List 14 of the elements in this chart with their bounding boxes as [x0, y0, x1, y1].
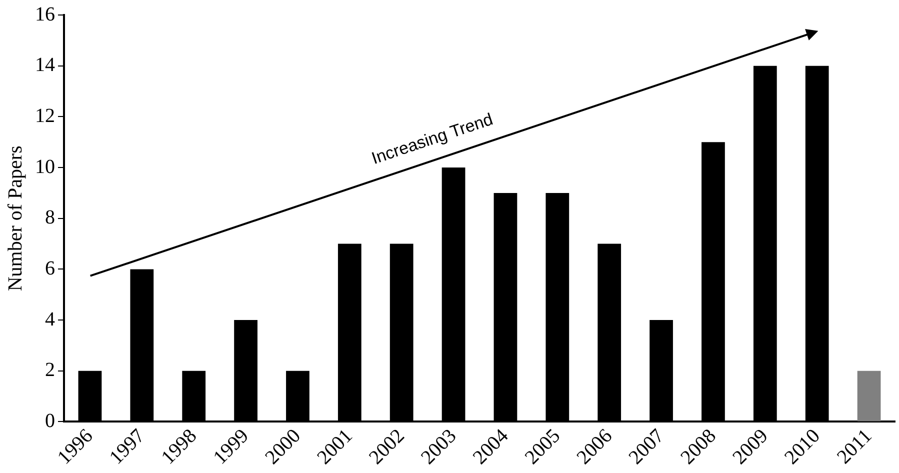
y-tick-label: 2 [45, 359, 55, 382]
y-tick-label: 16 [35, 3, 55, 26]
x-tick-label: 1999 [209, 424, 254, 469]
y-tick-label: 12 [35, 104, 55, 127]
y-tick-label: 10 [35, 156, 55, 178]
y-tick-label: 0 [45, 410, 55, 432]
y-tick-label: 8 [45, 206, 55, 229]
bar [857, 370, 881, 422]
y-tick-label: 6 [45, 257, 55, 280]
y-tick-label: 4 [45, 308, 55, 330]
y-axis-title: Number of Papers [4, 145, 26, 292]
x-tick-label: 2011 [832, 424, 876, 468]
y-tick-label: 14 [35, 54, 55, 76]
x-tick-label: 2001 [313, 424, 357, 469]
